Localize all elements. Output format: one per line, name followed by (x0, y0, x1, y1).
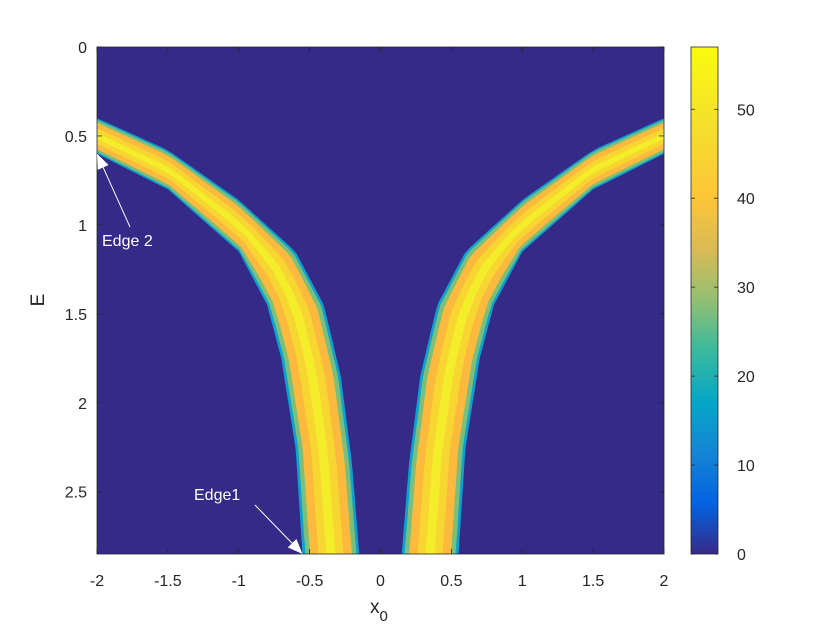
colorbar-tick-label: 10 (737, 458, 755, 475)
x-tick-label: 1 (518, 573, 527, 590)
y-tick-label: 2.5 (65, 485, 87, 502)
x-tick-label: 0 (376, 573, 385, 590)
y-tick-label: 1.5 (65, 307, 87, 324)
x-tick-label: -1.5 (154, 573, 182, 590)
x-tick-label: -2 (90, 573, 104, 590)
x-tick-label: 0.5 (440, 573, 462, 590)
annotation-arrow-line (254, 504, 293, 544)
x-tick-label: 2 (660, 573, 669, 590)
annotation-label: Edge1 (194, 487, 240, 504)
colorbar-tick-label: 50 (737, 102, 755, 119)
colorbar-tick-label: 20 (737, 369, 755, 386)
annotation-arrow-line (102, 167, 131, 228)
x-axis-label: x0 (370, 597, 388, 625)
colorbar-ticks: 0 10 20 30 40 50 (691, 102, 755, 564)
plot-area (97, 47, 664, 554)
annotation-label: Edge 2 (102, 233, 153, 250)
annotation-arrow-head (287, 539, 303, 554)
x-axis-ticks: -2 -1.5 -1 -0.5 0 0.5 1 1.5 2 (90, 47, 669, 590)
colorbar-tick-label: 0 (737, 547, 746, 564)
heatmap-bands (97, 118, 664, 554)
colorbar-tick-label: 40 (737, 191, 755, 208)
annotations: Edge 2 Edge1 (97, 153, 303, 554)
y-axis-label: E (28, 294, 49, 307)
x-tick-label: 1.5 (582, 573, 604, 590)
x-tick-label: -0.5 (296, 573, 324, 590)
y-tick-label: 2 (78, 396, 87, 413)
y-tick-label: 0 (78, 40, 87, 57)
colorbar-tick-label: 30 (737, 280, 755, 297)
annotation-arrow-head (97, 153, 109, 170)
y-tick-label: 1 (78, 218, 87, 235)
y-axis-ticks: 0 0.5 1 1.5 2 2.5 (65, 40, 664, 502)
colorbar (690, 46, 719, 555)
x-tick-label: -1 (232, 573, 246, 590)
y-tick-label: 0.5 (65, 129, 87, 146)
